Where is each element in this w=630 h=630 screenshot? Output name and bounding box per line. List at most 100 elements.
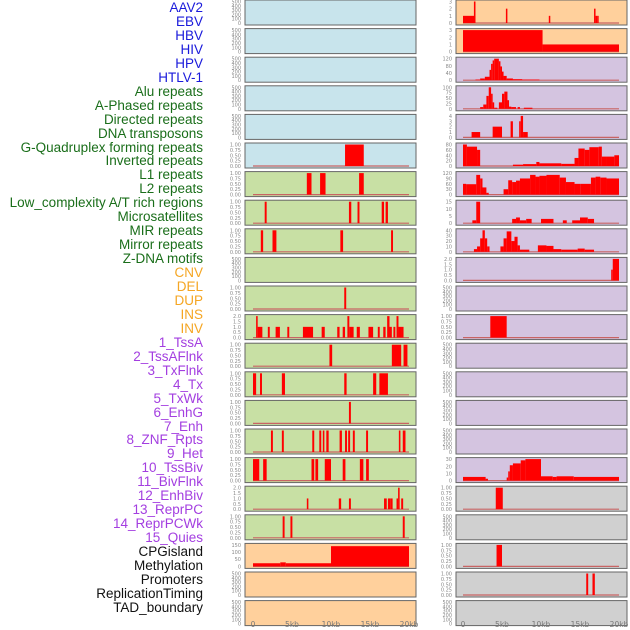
y-tick-label: 0.50 <box>230 182 241 188</box>
y-tick-label: 1.00 <box>230 286 241 292</box>
y-tick-label: 200 <box>231 12 241 18</box>
panel-frame <box>455 28 628 55</box>
data-bar <box>503 189 509 195</box>
data-bar <box>348 430 351 452</box>
y-tick-label: 0 <box>449 221 452 227</box>
data-bar <box>606 178 619 195</box>
y-tick-label: 500 <box>442 343 452 349</box>
data-bar <box>562 220 567 224</box>
data-bar <box>466 184 477 195</box>
y-tick-label: 30 <box>446 187 452 193</box>
data-bar <box>253 459 260 481</box>
y-tick-label: 0.00 <box>441 593 452 599</box>
panel-frame <box>244 542 417 569</box>
y-tick-label: 300 <box>442 294 452 300</box>
data-bar <box>491 63 493 81</box>
y-tick-label: 100 <box>442 85 452 91</box>
data-bar <box>357 201 360 224</box>
panel-background <box>456 314 627 340</box>
track-label: DUP <box>174 292 203 308</box>
panel-background <box>245 85 416 111</box>
data-bar <box>281 430 284 452</box>
data-bar <box>322 430 325 452</box>
data-bar <box>598 146 602 166</box>
y-tick-label: 0.25 <box>230 416 241 422</box>
y-tick-label: 500 <box>231 57 241 63</box>
panel-frame <box>455 457 628 484</box>
y-tick-label: 0.00 <box>230 221 241 227</box>
y-tick-label: 200 <box>231 98 241 104</box>
y-tick-label: 1.00 <box>230 343 241 349</box>
data-bar <box>393 326 396 338</box>
y-tick-label: 120 <box>442 171 452 177</box>
data-bar <box>511 241 515 252</box>
track-label: HBV <box>175 27 203 43</box>
panel-frame <box>455 399 628 426</box>
track-label: 5_TxWk <box>153 390 203 406</box>
data-bar <box>340 230 344 252</box>
panel-background <box>245 572 416 597</box>
track-label: 11_BivFlnk <box>137 474 203 490</box>
panel-background <box>245 228 416 254</box>
data-bar <box>477 149 481 166</box>
y-tick-label: 0 <box>238 21 241 27</box>
y-tick-label: 40 <box>446 71 452 77</box>
data-bar <box>337 326 340 338</box>
data-bar <box>553 249 562 252</box>
y-tick-label: 0.00 <box>230 393 241 399</box>
y-tick-label: 400 <box>442 604 452 610</box>
y-tick-label: 0.00 <box>230 164 241 170</box>
data-bar <box>379 373 388 395</box>
y-tick-label: 0 <box>238 564 241 570</box>
data-bar <box>492 60 495 81</box>
panel-background <box>456 85 627 111</box>
panel-frame <box>455 256 628 283</box>
data-bar <box>516 217 520 224</box>
data-bar <box>476 201 481 224</box>
y-tick-label: 100 <box>442 360 452 366</box>
y-tick-label: 0 <box>238 135 241 141</box>
data-bar <box>512 218 517 224</box>
data-bar <box>498 61 501 81</box>
data-bar <box>401 326 404 338</box>
data-bar <box>537 245 547 252</box>
data-bar <box>348 201 352 224</box>
data-bar <box>383 326 386 338</box>
data-bar <box>396 316 399 338</box>
y-tick-label: 500 <box>231 114 241 120</box>
panel-frame <box>455 371 628 398</box>
data-bar <box>319 430 322 452</box>
y-tick-label: 100 <box>442 303 452 309</box>
y-tick-label: 0.25 <box>230 473 241 479</box>
y-tick-label: 200 <box>231 613 241 619</box>
y-tick-label: 500 <box>231 572 241 578</box>
data-bar <box>485 478 488 481</box>
data-bar <box>494 107 498 109</box>
y-tick-label: 1.00 <box>441 486 452 492</box>
data-bar <box>516 180 520 195</box>
track-label: HTLV-1 <box>158 69 203 85</box>
y-tick-label: 0.75 <box>230 176 241 182</box>
y-tick-label: 1.00 <box>230 400 241 406</box>
data-bar <box>321 326 325 338</box>
y-tick-label: 200 <box>231 70 241 76</box>
track-label: Microsatellites <box>117 209 203 225</box>
y-tick-label: 0 <box>449 250 452 256</box>
data-bar <box>498 102 502 109</box>
y-tick-label: 0 <box>449 450 452 456</box>
data-bar <box>326 430 329 452</box>
data-bar <box>347 316 350 338</box>
data-bar <box>473 1 476 23</box>
y-tick-label: 20 <box>446 239 452 245</box>
y-tick-label: 400 <box>442 290 452 296</box>
data-bar <box>402 430 406 452</box>
data-bar <box>257 326 263 338</box>
data-bar <box>530 174 536 195</box>
data-bar <box>535 176 540 195</box>
data-bar <box>487 246 490 252</box>
y-tick-label: 0 <box>449 135 452 141</box>
data-bar <box>384 498 387 510</box>
